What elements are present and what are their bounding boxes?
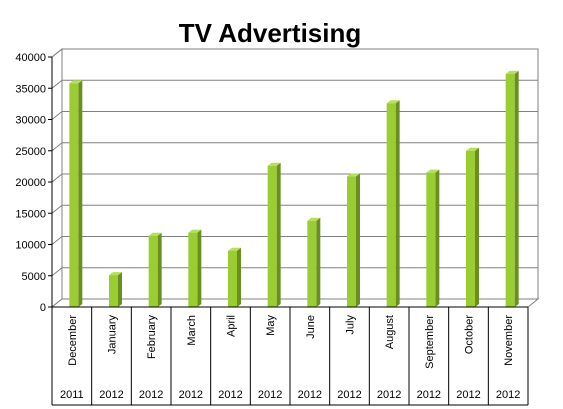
- bar-side: [276, 162, 281, 307]
- x-year-label: 2012: [337, 389, 361, 401]
- x-year-label: 2011: [60, 389, 84, 401]
- bar-top: [307, 217, 321, 221]
- bar-side: [316, 217, 321, 307]
- bar-side: [157, 232, 162, 307]
- bar-top: [505, 70, 519, 74]
- bar-side: [514, 70, 519, 307]
- bar-top: [386, 100, 400, 104]
- x-year-label: 2012: [298, 389, 322, 401]
- y-tick-label: 5000: [22, 271, 46, 283]
- x-category-label: February: [146, 315, 158, 360]
- bar-top: [109, 272, 122, 276]
- x-category-label: September: [424, 315, 436, 369]
- bar: [505, 73, 515, 307]
- bar: [109, 275, 118, 307]
- x-category-label: January: [107, 315, 119, 355]
- y-tick-label: 30000: [15, 115, 46, 127]
- x-year-label: 2012: [99, 389, 123, 401]
- x-category-label: May: [265, 315, 277, 336]
- bar: [188, 232, 198, 307]
- gridline-side: [51, 48, 63, 58]
- bar-top: [228, 247, 241, 251]
- gridline-side: [51, 236, 63, 245]
- y-tick-label: 35000: [15, 83, 46, 95]
- x-category-label: April: [226, 315, 238, 337]
- bar-top: [426, 169, 440, 173]
- y-tick-label: 25000: [15, 146, 46, 158]
- bar-top: [267, 162, 281, 166]
- bar-top: [466, 147, 479, 151]
- x-category-label: March: [186, 315, 198, 346]
- x-category-label: June: [305, 315, 317, 339]
- x-year-label: 2012: [496, 389, 520, 401]
- gridline-side: [51, 267, 63, 277]
- x-category-label: October: [464, 315, 476, 354]
- bar-side: [435, 169, 440, 307]
- bar-side: [197, 229, 202, 307]
- x-year-label: 2012: [456, 389, 480, 401]
- bar-top: [347, 173, 360, 177]
- bar-top: [69, 80, 83, 84]
- x-category-label: July: [345, 315, 357, 335]
- bar: [347, 176, 356, 307]
- y-tick-label: 40000: [15, 52, 46, 64]
- x-category-label: November: [503, 315, 515, 366]
- y-tick-label: 0: [40, 302, 46, 314]
- x-year-label: 2012: [377, 389, 401, 401]
- bar-side: [395, 100, 400, 307]
- gridline-side: [51, 204, 63, 214]
- x-year-label: 2012: [179, 389, 203, 401]
- x-category-label: August: [384, 315, 396, 349]
- bar-side: [356, 173, 360, 307]
- bar-top: [188, 229, 202, 233]
- gridline-side: [51, 111, 63, 120]
- bar: [267, 165, 277, 307]
- bar-side: [475, 147, 479, 307]
- chart-title: TV Advertising: [179, 18, 362, 48]
- bar-side: [78, 80, 83, 307]
- y-tick-label: 15000: [15, 208, 46, 220]
- x-category-label: December: [67, 315, 79, 366]
- bar-side: [118, 272, 122, 307]
- bar-side: [237, 247, 241, 307]
- x-year-label: 2012: [218, 389, 242, 401]
- y-tick-label: 20000: [15, 177, 46, 189]
- bar: [307, 220, 317, 307]
- bar: [466, 150, 475, 307]
- gridline-side: [51, 142, 63, 152]
- gridline-side: [51, 79, 63, 89]
- x-year-label: 2012: [258, 389, 282, 401]
- bar: [148, 235, 158, 307]
- x-year-label: 2012: [417, 389, 441, 401]
- bar: [426, 172, 436, 307]
- x-year-label: 2012: [139, 389, 163, 401]
- bar: [386, 103, 396, 307]
- gridline-side: [51, 173, 63, 183]
- floor: [50, 298, 540, 308]
- bar: [228, 250, 237, 307]
- bar: [69, 83, 79, 307]
- plot-area: 0 5000 10000 15000 20000 25000 30000 35000 40000…: [15, 47, 540, 406]
- bar-top: [148, 232, 162, 236]
- y-tick-label: 10000: [15, 240, 46, 252]
